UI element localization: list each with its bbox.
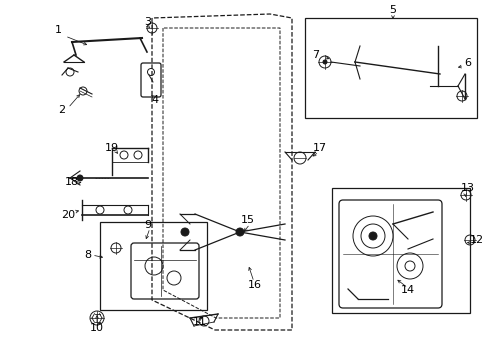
Text: 1: 1 <box>54 25 61 35</box>
Bar <box>331 188 469 313</box>
Text: 17: 17 <box>312 143 326 153</box>
Text: 12: 12 <box>469 235 483 245</box>
Text: 15: 15 <box>241 215 254 225</box>
Text: 9: 9 <box>144 220 151 230</box>
Text: 2: 2 <box>59 105 65 115</box>
Bar <box>100 222 206 310</box>
Text: 3: 3 <box>144 17 151 27</box>
Text: 11: 11 <box>193 317 206 327</box>
Circle shape <box>323 60 326 64</box>
Text: 4: 4 <box>151 95 158 105</box>
Text: 7: 7 <box>312 50 319 60</box>
Circle shape <box>236 228 244 236</box>
Text: 13: 13 <box>460 183 474 193</box>
Circle shape <box>77 175 83 181</box>
Text: 20: 20 <box>61 210 75 220</box>
Text: 6: 6 <box>464 58 470 68</box>
Text: 14: 14 <box>400 285 414 295</box>
Circle shape <box>368 232 376 240</box>
Bar <box>305 18 476 118</box>
Text: 18: 18 <box>65 177 79 187</box>
Text: 10: 10 <box>90 323 104 333</box>
Text: 16: 16 <box>247 280 262 290</box>
Circle shape <box>181 228 189 236</box>
Text: 19: 19 <box>105 143 119 153</box>
Text: 8: 8 <box>84 250 91 260</box>
Text: 5: 5 <box>389 5 396 15</box>
